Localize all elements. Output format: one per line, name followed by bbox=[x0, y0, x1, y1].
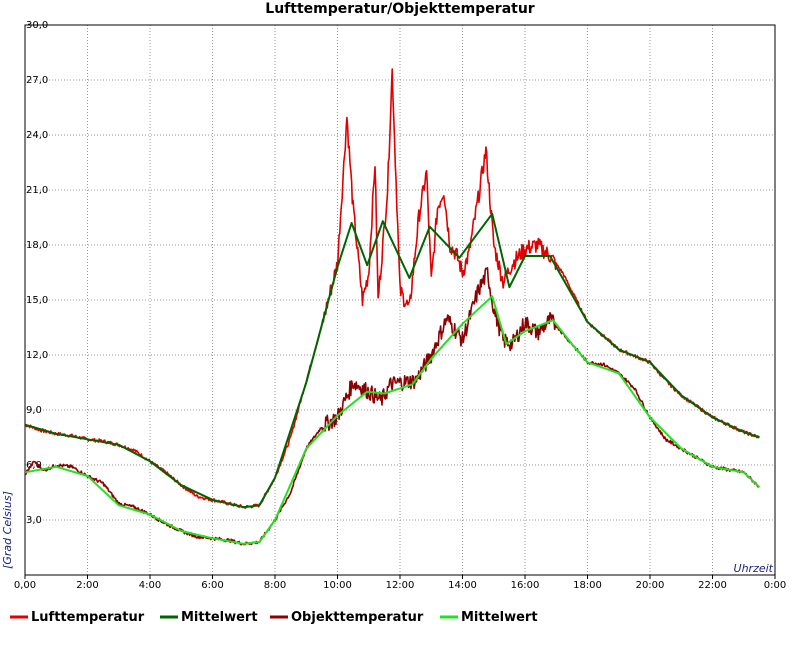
y-tick-label: 30,0 bbox=[26, 20, 48, 31]
y-tick-label: 6,0 bbox=[26, 460, 42, 471]
x-tick-label: 4:00 bbox=[139, 580, 161, 591]
y-tick-label: 27,0 bbox=[26, 75, 48, 86]
x-tick-label: 12:00 bbox=[386, 580, 415, 591]
y-tick-label: 3,0 bbox=[26, 515, 42, 526]
x-tick-label: 16:00 bbox=[511, 580, 540, 591]
x-tick-label: 22:00 bbox=[698, 580, 727, 591]
x-tick-label: 18:00 bbox=[573, 580, 602, 591]
x-tick-label: 0:00 bbox=[764, 580, 786, 591]
series-line bbox=[24, 212, 760, 509]
x-tick-label: 20:00 bbox=[636, 580, 665, 591]
legend-label: Lufttemperatur bbox=[31, 610, 145, 625]
y-tick-label: 9,0 bbox=[26, 405, 42, 416]
x-tick-label: 8:00 bbox=[264, 580, 286, 591]
y-tick-label: 15,0 bbox=[26, 295, 48, 306]
x-tick-label: 6:00 bbox=[201, 580, 223, 591]
x-tick-label: 10:00 bbox=[323, 580, 352, 591]
legend-label: Mittelwert bbox=[181, 610, 258, 625]
x-tick-label: 14:00 bbox=[448, 580, 477, 591]
y-tick-label: 21,0 bbox=[26, 185, 48, 196]
legend-label: Mittelwert bbox=[461, 610, 538, 625]
series-line bbox=[24, 295, 761, 545]
x-tick-label: 0,00 bbox=[14, 580, 36, 591]
grid bbox=[25, 25, 775, 575]
y-tick-label: 18,0 bbox=[26, 240, 48, 251]
y-tick-label: 12,0 bbox=[26, 350, 48, 361]
series-lines bbox=[24, 68, 761, 546]
legend-label: Objekttemperatur bbox=[291, 610, 424, 625]
chart-title: Lufttemperatur/Objekttemperatur bbox=[265, 1, 535, 17]
series-line bbox=[24, 267, 760, 546]
x-tick-label: 2:00 bbox=[76, 580, 98, 591]
legend: Lufttemperatur Mittelwert Objekttemperatur… bbox=[10, 610, 538, 625]
y-axis-label: [Grad Celsius] bbox=[1, 491, 14, 569]
y-tick-label: 24,0 bbox=[26, 130, 48, 141]
ticks: 0,00 2:00 4:00 6:00 8:00 10:00 12:00 14:00 16:00… bbox=[14, 20, 786, 591]
x-axis-label: Uhrzeit bbox=[734, 562, 774, 575]
